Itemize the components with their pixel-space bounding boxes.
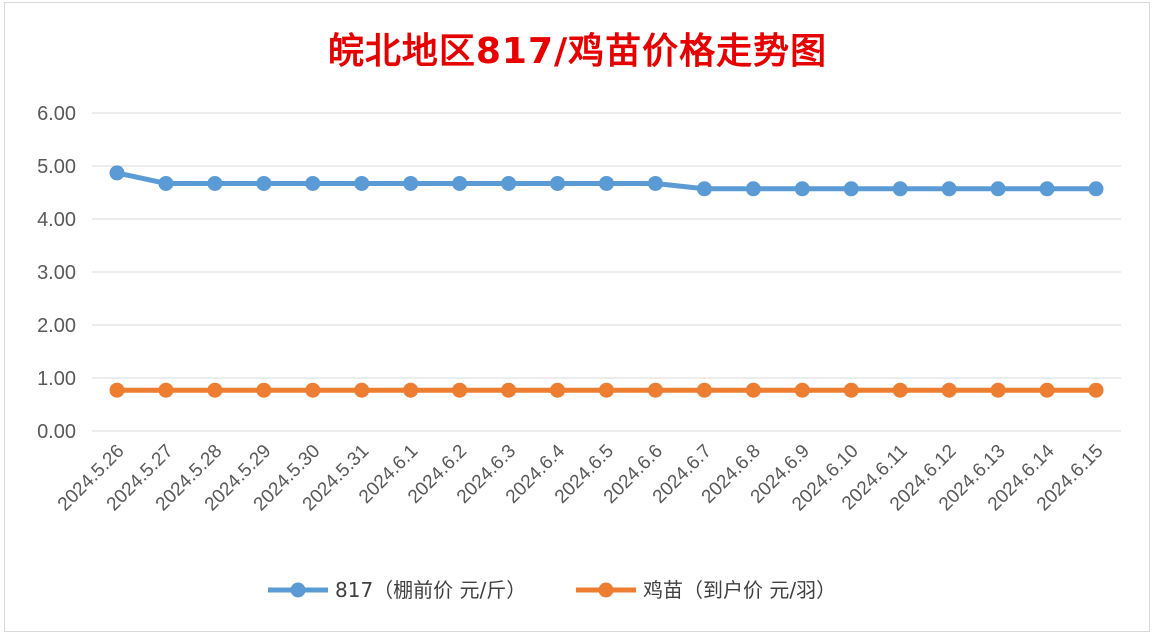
data-point (207, 175, 223, 191)
data-point (696, 382, 712, 398)
data-point (256, 382, 272, 398)
data-point (745, 382, 761, 398)
data-point (305, 175, 321, 191)
data-point (403, 175, 419, 191)
data-point (794, 181, 810, 197)
data-point (1088, 382, 1104, 398)
data-point (550, 175, 566, 191)
data-point (501, 175, 517, 191)
legend-item: 817（棚前价 元/斤） (268, 578, 526, 602)
legend-marker (290, 582, 306, 598)
data-point (1088, 181, 1104, 197)
data-point (843, 382, 859, 398)
data-point (990, 382, 1006, 398)
data-point (941, 382, 957, 398)
data-point (452, 175, 468, 191)
data-point (794, 382, 810, 398)
data-point (354, 382, 370, 398)
legend-label: 817（棚前价 元/斤） (335, 578, 526, 602)
data-point (109, 165, 125, 181)
data-point (990, 181, 1006, 197)
data-point (599, 382, 614, 398)
data-point (207, 382, 223, 398)
y-tick-label: 6.00 (37, 103, 76, 125)
y-tick-label: 4.00 (37, 209, 76, 231)
series-2 (109, 382, 1104, 398)
y-tick-label: 2.00 (37, 315, 76, 337)
legend-item: 鸡苗（到户价 元/羽） (576, 578, 836, 602)
legend: 817（棚前价 元/斤） 鸡苗（到户价 元/羽） (268, 578, 836, 602)
series-1 (109, 165, 1104, 197)
data-point (403, 382, 419, 398)
data-point (109, 382, 125, 398)
chart-title: 皖北地区817/鸡苗价格走势图 (327, 31, 828, 72)
data-point (647, 382, 663, 398)
data-point (1039, 382, 1055, 398)
data-point (892, 181, 908, 197)
grid-lines (92, 112, 1121, 432)
data-point (745, 181, 761, 197)
series-layer (109, 165, 1104, 398)
y-axis-ticks: 0.00 1.00 2.00 3.00 4.00 5.00 6.00 (37, 103, 76, 443)
data-point (305, 382, 321, 398)
data-point (501, 382, 517, 398)
legend-marker (598, 582, 614, 598)
y-tick-label: 3.00 (37, 262, 76, 284)
y-tick-label: 5.00 (37, 156, 76, 178)
data-point (452, 382, 468, 398)
data-point (550, 382, 566, 398)
y-tick-label: 0.00 (37, 421, 76, 443)
data-point (158, 382, 174, 398)
data-point (1039, 181, 1055, 197)
data-point (647, 175, 663, 191)
data-point (892, 382, 908, 398)
legend-label: 鸡苗（到户价 元/羽） (643, 578, 836, 602)
y-tick-label: 1.00 (37, 368, 76, 390)
x-axis-ticks: 2024.5.262024.5.272024.5.282024.5.292024… (54, 440, 1108, 515)
data-point (256, 175, 272, 191)
data-point (843, 181, 859, 197)
chart-frame (4, 2, 1150, 632)
data-point (941, 181, 957, 197)
data-point (354, 175, 370, 191)
data-point (599, 175, 614, 191)
data-point (158, 175, 174, 191)
data-point (696, 181, 712, 197)
